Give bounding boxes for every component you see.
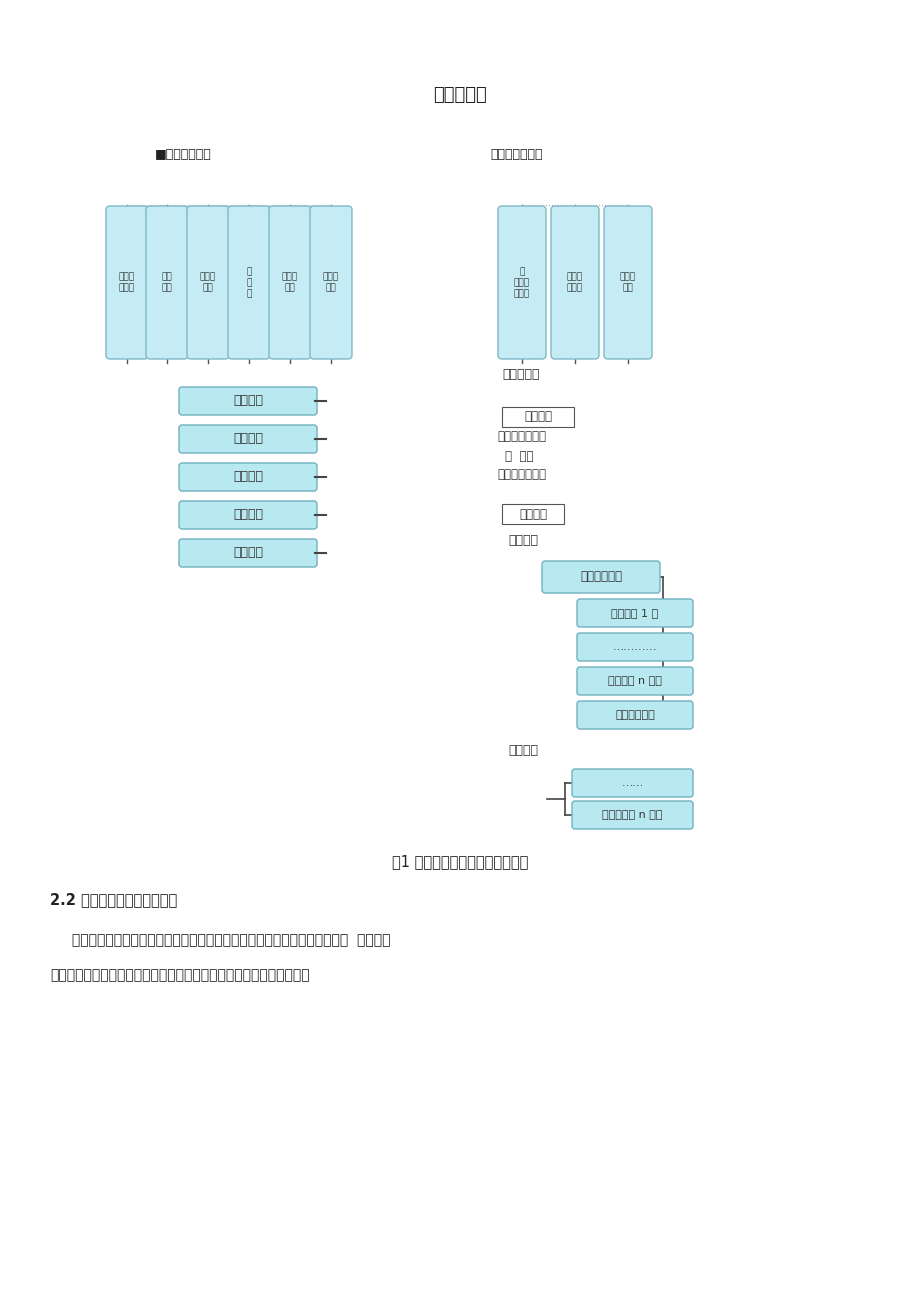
Text: …………: ………… (612, 642, 656, 652)
Text: 学制年限: 学制年限 (233, 470, 263, 483)
Text: ……: …… (620, 778, 643, 788)
Text: 教学考核: 教学考核 (507, 744, 538, 757)
FancyBboxPatch shape (576, 633, 692, 661)
Text: 设
息
标: 设 息 标 (246, 267, 252, 298)
FancyBboxPatch shape (550, 206, 598, 360)
Text: ■体化课程资源: ■体化课程资源 (154, 149, 211, 162)
Text: 专业名称: 专业名称 (233, 395, 263, 408)
Text: 学习任务 1 描: 学习任务 1 描 (611, 609, 658, 618)
FancyBboxPatch shape (572, 801, 692, 829)
Text: 学校环
境建: 学校环 境建 (199, 272, 216, 293)
FancyBboxPatch shape (179, 539, 317, 567)
Text: 方案实
施建议: 方案实 施建议 (566, 272, 583, 293)
Text: 「工作内容分析: 「工作内容分析 (496, 468, 545, 481)
FancyBboxPatch shape (541, 562, 659, 593)
Text: 、  描述: 、 描述 (505, 451, 533, 464)
Text: 职业资格: 职业资格 (233, 546, 263, 559)
Text: 一体化课程: 一体化课程 (433, 86, 486, 104)
Text: 学习内容: 学习内容 (507, 533, 538, 546)
Text: 学材
建设: 学材 建设 (162, 272, 172, 293)
Text: 参考性学习任: 参考性学习任 (579, 571, 621, 584)
Text: 专业基
本信: 专业基 本信 (281, 272, 298, 293)
Text: 基准学时: 基准学时 (524, 410, 551, 423)
Text: 课程目标: 课程目标 (518, 507, 547, 520)
FancyBboxPatch shape (576, 667, 692, 694)
Bar (502, 407, 573, 427)
Text: 一
体化课
程标准: 一 体化课 程标准 (514, 267, 529, 298)
Text: 专业代码: 专业代码 (233, 433, 263, 446)
Bar (502, 504, 563, 524)
FancyBboxPatch shape (310, 206, 352, 360)
FancyBboxPatch shape (179, 463, 317, 491)
FancyBboxPatch shape (228, 206, 269, 360)
Text: 「典型工作任务: 「典型工作任务 (496, 430, 545, 443)
Text: 人才培
养目: 人才培 养目 (323, 272, 339, 293)
FancyBboxPatch shape (179, 425, 317, 453)
Text: 教学实施建议: 教学实施建议 (615, 710, 654, 721)
FancyBboxPatch shape (604, 206, 652, 360)
FancyBboxPatch shape (106, 206, 148, 360)
FancyBboxPatch shape (187, 206, 229, 360)
FancyBboxPatch shape (179, 500, 317, 529)
FancyBboxPatch shape (497, 206, 545, 360)
FancyBboxPatch shape (576, 701, 692, 728)
Text: 考核与
评价: 考核与 评价 (619, 272, 635, 293)
FancyBboxPatch shape (146, 206, 187, 360)
Text: 一体化课程 n 标准: 一体化课程 n 标准 (602, 810, 662, 820)
Text: 就业方向: 就业方向 (233, 508, 263, 521)
Text: 一体化课程: 一体化课程 (502, 369, 539, 382)
Text: 2.2 一体化课程方案编写体例: 2.2 一体化课程方案编写体例 (50, 893, 177, 907)
Text: 一体化课程方案由人力资源和社会保障部职业能力建设司组织编制并颁布施  行，它是: 一体化课程方案由人力资源和社会保障部职业能力建设司组织编制并颁布施 行，它是 (50, 933, 390, 947)
Text: 图1 一体化课程内容与结构示意图: 图1 一体化课程内容与结构示意图 (391, 855, 528, 869)
FancyBboxPatch shape (179, 387, 317, 414)
Text: 一体化课程资源建设和一体化教学实施的基本依据，其编写体例如下：: 一体化课程资源建设和一体化教学实施的基本依据，其编写体例如下： (50, 968, 310, 982)
FancyBboxPatch shape (576, 599, 692, 627)
Text: 学习任务 n 描述: 学习任务 n 描述 (607, 676, 661, 685)
Text: 一体化课程方案: 一体化课程方案 (490, 149, 542, 162)
FancyBboxPatch shape (268, 206, 311, 360)
FancyBboxPatch shape (572, 769, 692, 797)
Text: 调查队
伍建设: 调查队 伍建设 (119, 272, 135, 293)
